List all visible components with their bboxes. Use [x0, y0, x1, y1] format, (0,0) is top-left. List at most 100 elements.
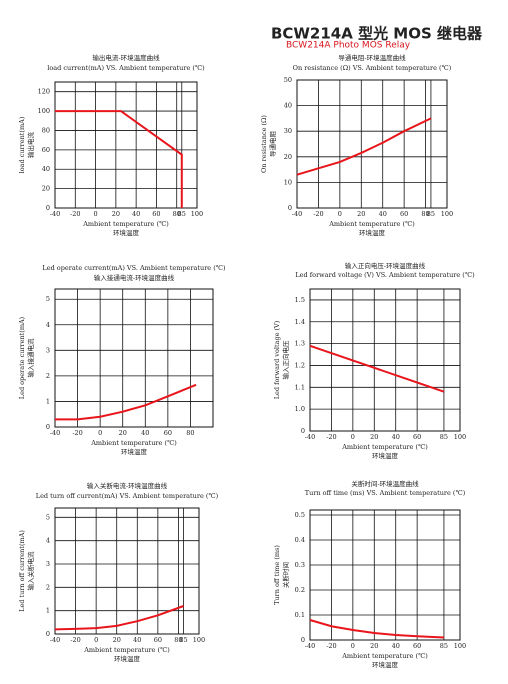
y-axis-label: On resistance (Ω): [260, 115, 268, 173]
x-tick-label: 85: [179, 636, 187, 644]
y-tick-label: 1.2: [295, 361, 305, 369]
x-tick-label: -40: [305, 642, 315, 650]
y-tick-label: 1: [46, 397, 50, 405]
plot-frame: [54, 288, 214, 428]
y-axis-label: 导通电阻: [268, 131, 277, 158]
y-tick-label: 80: [42, 126, 50, 134]
x-axis-label: Ambient temperature (℃): [82, 220, 169, 228]
x-axis-label: 环境温度: [114, 654, 141, 663]
y-tick-label: 40: [42, 165, 50, 173]
chart-subtitle: On resistance (Ω) VS. Ambient temperatur…: [293, 64, 452, 72]
x-axis-label: Ambient temperature (℃): [90, 439, 177, 447]
y-tick-label: 0.1: [295, 611, 305, 619]
x-tick-label: 100: [441, 210, 453, 218]
x-tick-label: 0: [94, 636, 98, 644]
x-tick-label: -40: [50, 636, 60, 644]
chart-title: 输出电流-环境温度曲线: [92, 53, 160, 62]
x-tick-label: -20: [326, 433, 336, 441]
plot-frame: [309, 509, 461, 641]
x-tick-label: 60: [164, 429, 172, 437]
y-tick-label: 0: [46, 630, 50, 638]
data-line: [296, 117, 432, 176]
x-tick-label: 85: [440, 433, 448, 441]
x-tick-label: 60: [413, 433, 421, 441]
x-tick-label: -20: [70, 636, 80, 644]
y-tick-label: 1.4: [295, 318, 305, 326]
x-tick-label: 85: [427, 210, 435, 218]
x-axis-label: Ambient temperature (℃): [341, 443, 428, 451]
y-axis-label: Led operate current(mA): [18, 316, 26, 399]
x-tick-label: -40: [292, 210, 302, 218]
y-tick-label: 50: [284, 76, 292, 84]
y-tick-label: 10: [284, 178, 292, 186]
y-tick-label: 30: [284, 127, 292, 135]
chart-title: 关断时间-环境温度曲线: [351, 479, 419, 488]
chart-subtitle: load current(mA) VS. Ambient temperature…: [47, 64, 205, 72]
y-axis-label: load current(mA): [18, 116, 26, 173]
x-tick-label: 40: [379, 210, 387, 218]
y-tick-label: 40: [284, 102, 292, 110]
y-axis-label: Led forward voltage (V): [273, 320, 281, 399]
y-tick-label: 1.1: [295, 383, 305, 391]
x-axis-label: Ambient temperature (℃): [328, 220, 415, 228]
y-tick-label: 0: [46, 204, 50, 212]
x-tick-label: 40: [141, 429, 149, 437]
y-tick-label: 100: [38, 107, 50, 115]
x-tick-label: 0: [98, 429, 102, 437]
x-tick-label: 100: [193, 636, 205, 644]
x-axis-label: 环境温度: [113, 228, 140, 237]
x-tick-label: 85: [440, 642, 448, 650]
x-tick-label: -40: [50, 210, 60, 218]
y-tick-label: 0: [288, 204, 292, 212]
y-tick-label: 2: [46, 372, 50, 380]
chart-title: 输入正向电压-环境温度曲线: [345, 261, 426, 270]
y-tick-label: 5: [46, 295, 50, 303]
data-line: [55, 383, 197, 421]
y-tick-label: 5: [46, 513, 50, 521]
x-tick-label: 0: [94, 210, 98, 218]
plot-frame: [54, 81, 198, 209]
data-line: [55, 110, 183, 208]
y-axis-label: 输入接通电流: [26, 338, 35, 378]
x-tick-label: 100: [454, 642, 466, 650]
y-tick-label: 3: [46, 560, 50, 568]
chart-subtitle: Led operate current(mA) VS. Ambient temp…: [42, 264, 226, 272]
y-tick-label: 0.4: [295, 536, 305, 544]
x-tick-label: 85: [178, 210, 186, 218]
y-tick-label: 2: [46, 583, 50, 591]
x-axis-label: Ambient temperature (℃): [341, 652, 428, 660]
x-axis-label: 环境温度: [121, 447, 148, 456]
x-tick-label: 80: [421, 210, 429, 218]
chart-title: 输入接通电流-环境温度曲线: [94, 273, 175, 282]
x-tick-label: 0: [351, 433, 355, 441]
x-tick-label: 60: [152, 210, 160, 218]
x-tick-label: 0: [338, 210, 342, 218]
y-axis-label: 输入关断电流: [26, 551, 35, 591]
x-tick-label: 100: [191, 210, 203, 218]
x-tick-label: 80: [174, 636, 182, 644]
y-axis-label: Turn off time (ms): [273, 545, 281, 605]
y-tick-label: 0.2: [295, 586, 305, 594]
x-tick-label: 60: [154, 636, 162, 644]
x-axis-label: 环境温度: [372, 660, 399, 669]
x-tick-label: 20: [119, 429, 127, 437]
y-tick-label: 3: [46, 346, 50, 354]
x-tick-label: 20: [370, 642, 378, 650]
x-axis-label: 环境温度: [372, 451, 399, 460]
x-tick-label: 40: [392, 433, 400, 441]
x-tick-label: 60: [413, 642, 421, 650]
chart-subtitle: Led turn off current(mA) VS. Ambient tem…: [36, 492, 219, 500]
x-tick-label: 20: [370, 433, 378, 441]
x-tick-label: -20: [326, 642, 336, 650]
x-tick-label: 60: [400, 210, 408, 218]
x-axis-label: Ambient temperature (℃): [83, 646, 170, 654]
y-tick-label: 0.3: [295, 561, 305, 569]
plot-frame: [309, 288, 461, 432]
plot-frame: [296, 79, 448, 209]
x-tick-label: -40: [50, 429, 60, 437]
y-tick-label: 0.5: [295, 511, 305, 519]
x-tick-label: 80: [186, 429, 194, 437]
y-axis-label: Led turn off current(mA): [18, 530, 26, 612]
chart-subtitle: Led forward voltage (V) VS. Ambient temp…: [295, 271, 475, 279]
